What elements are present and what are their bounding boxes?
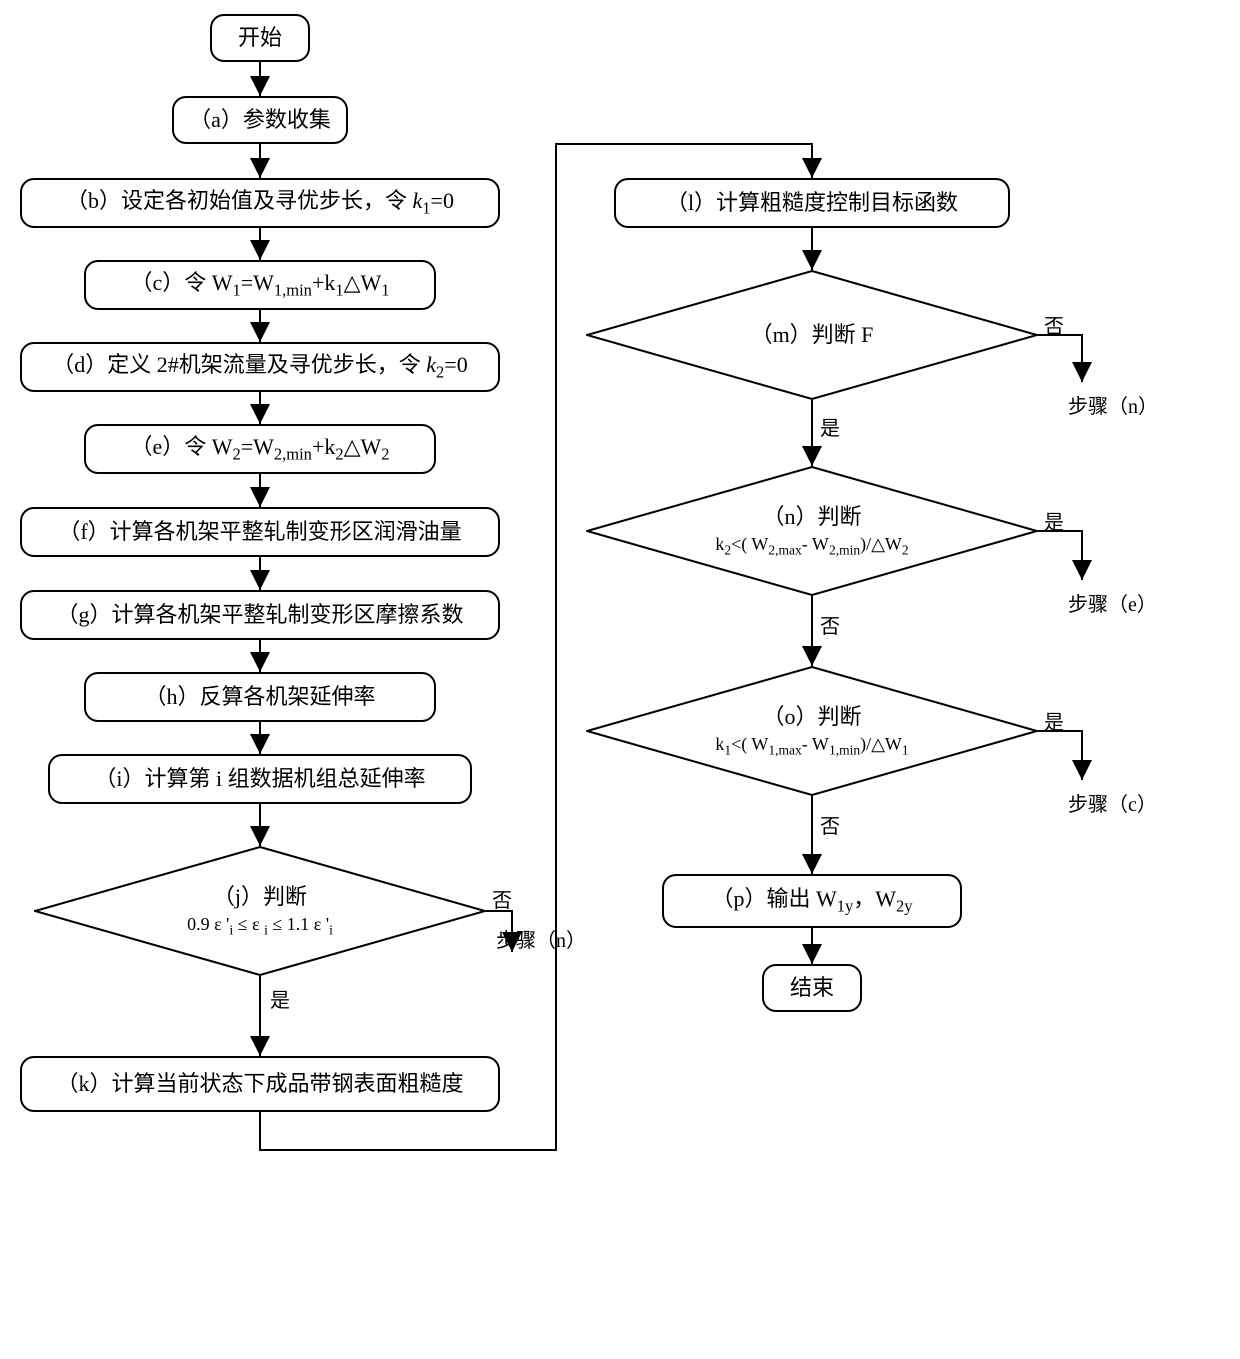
- node-start-text: 开始: [238, 23, 282, 53]
- node-h: （h）反算各机架延伸率: [84, 672, 436, 722]
- node-n: （n）判断k2<( W2,max- W2,min)/△W2: [586, 466, 1038, 596]
- node-b: （b）设定各初始值及寻优步长，令 k1=0: [20, 178, 500, 228]
- node-d-text: （d）定义 2#机架流量及寻优步长，令 k2=0: [52, 350, 467, 384]
- node-a: （a）参数收集: [172, 96, 348, 144]
- node-e-text: （e）令 W2=W2,min+k2△W2: [130, 432, 389, 466]
- node-p: （p）输出 W1y，W2y: [662, 874, 962, 928]
- label-j_no: 否: [492, 884, 512, 913]
- label-n_yes_dest: 步骤（e）: [1068, 588, 1157, 617]
- node-p-text: （p）输出 W1y，W2y: [711, 884, 912, 918]
- node-l-text: （l）计算粗糙度控制目标函数: [666, 188, 958, 218]
- node-n-line2: k2<( W2,max- W2,min)/△W2: [715, 532, 908, 560]
- label-o_no: 否: [820, 810, 840, 839]
- node-i: （i）计算第 i 组数据机组总延伸率: [48, 754, 472, 804]
- label-j_no_dest: 步骤（n）: [496, 924, 586, 953]
- node-f: （f）计算各机架平整轧制变形区润滑油量: [20, 507, 500, 557]
- node-end: 结束: [762, 964, 862, 1012]
- node-c-text: （c）令 W1=W1,min+k1△W1: [130, 268, 389, 302]
- node-g: （g）计算各机架平整轧制变形区摩擦系数: [20, 590, 500, 640]
- node-c: （c）令 W1=W1,min+k1△W1: [84, 260, 436, 310]
- label-o_yes_dest: 步骤（c）: [1068, 788, 1157, 817]
- node-a-text: （a）参数收集: [189, 105, 331, 135]
- label-n_no: 否: [820, 610, 840, 639]
- edge-o-c_step: [1038, 731, 1082, 780]
- node-g-text: （g）计算各机架平整轧制变形区摩擦系数: [56, 600, 463, 630]
- node-m: （m）判断 F: [586, 270, 1038, 400]
- label-j_yes: 是: [270, 984, 290, 1013]
- node-i-text: （i）计算第 i 组数据机组总延伸率: [94, 764, 425, 794]
- label-n_yes: 是: [1044, 506, 1064, 535]
- node-e: （e）令 W2=W2,min+k2△W2: [84, 424, 436, 474]
- node-j-line1: （j）判断: [187, 882, 333, 912]
- node-k-text: （k）计算当前状态下成品带钢表面粗糙度: [56, 1069, 463, 1099]
- node-j: （j）判断0.9 ε 'i ≤ ε i ≤ 1.1 ε 'i: [34, 846, 486, 976]
- node-h-text: （h）反算各机架延伸率: [144, 682, 375, 712]
- node-start: 开始: [210, 14, 310, 62]
- edge-m-n_step2: [1038, 335, 1082, 382]
- node-f-text: （f）计算各机架平整轧制变形区润滑油量: [58, 517, 461, 547]
- node-o-line1: （o）判断: [715, 702, 908, 732]
- node-n-line1: （n）判断: [715, 502, 908, 532]
- node-l: （l）计算粗糙度控制目标函数: [614, 178, 1010, 228]
- node-o: （o）判断k1<( W1,max- W1,min)/△W1: [586, 666, 1038, 796]
- node-j-line2: 0.9 ε 'i ≤ ε i ≤ 1.1 ε 'i: [187, 912, 333, 940]
- node-end-text: 结束: [790, 973, 834, 1003]
- node-m-line1: （m）判断 F: [751, 320, 874, 350]
- label-o_yes: 是: [1044, 706, 1064, 735]
- edge-n-e_step: [1038, 531, 1082, 580]
- label-m_no_dest: 步骤（n）: [1068, 390, 1158, 419]
- node-d: （d）定义 2#机架流量及寻优步长，令 k2=0: [20, 342, 500, 392]
- label-m_no: 否: [1044, 310, 1064, 339]
- node-b-text: （b）设定各初始值及寻优步长，令 k1=0: [66, 186, 454, 220]
- node-o-line2: k1<( W1,max- W1,min)/△W1: [715, 732, 908, 760]
- label-m_yes: 是: [820, 412, 840, 441]
- node-k: （k）计算当前状态下成品带钢表面粗糙度: [20, 1056, 500, 1112]
